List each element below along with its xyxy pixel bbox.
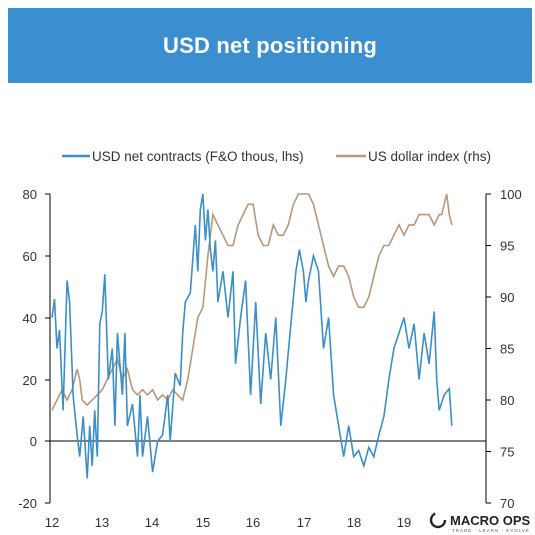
legend-label-dollar-index: US dollar index (rhs): [368, 149, 491, 164]
y-right-tick-0: 100: [500, 187, 522, 202]
x-tick-0: 12: [45, 515, 59, 530]
y-left-tick-3: 20: [23, 373, 37, 388]
logo-name: MACRO OPS: [450, 513, 531, 528]
y-right-tick-4: 80: [500, 393, 514, 408]
y-left-tick-1: 60: [23, 249, 37, 264]
y-right-ticks: 100 95 90 85 80 75 70: [486, 187, 522, 511]
x-tick-1: 13: [95, 515, 109, 530]
y-left-tick-2: 40: [23, 311, 37, 326]
y-left-tick-0: 80: [23, 187, 37, 202]
x-tick-7: 19: [397, 515, 411, 530]
y-right-tick-1: 95: [500, 239, 514, 254]
x-ticks: 12 13 14 15 16 17 18 19: [45, 515, 411, 530]
x-tick-3: 15: [196, 515, 210, 530]
logo-tagline: TRADE · LEARN · EVOLVE: [452, 528, 530, 533]
chart-title: USD net positioning: [162, 32, 377, 58]
x-tick-2: 14: [145, 515, 159, 530]
y-right-tick-3: 85: [500, 342, 514, 357]
x-tick-4: 16: [246, 515, 260, 530]
y-right-tick-5: 75: [500, 445, 514, 460]
logo-ring-icon: [429, 511, 447, 529]
macro-ops-logo: MACRO OPS TRADE · LEARN · EVOLVE: [429, 511, 531, 533]
y-right-tick-2: 90: [500, 290, 514, 305]
series-line-contracts: [51, 193, 453, 479]
x-tick-5: 17: [297, 515, 311, 530]
legend-label-contracts: USD net contracts (F&O thous, lhs): [92, 149, 304, 164]
legend: USD net contracts (F&O thous, lhs) US do…: [62, 149, 491, 164]
y-left-tick-5: -20: [18, 496, 37, 511]
x-tick-6: 18: [347, 515, 361, 530]
y-right-tick-6: 70: [500, 496, 514, 511]
y-left-ticks: 80 60 40 20 0 -20: [18, 187, 50, 511]
y-left-tick-4: 0: [30, 434, 37, 449]
title-banner: USD net positioning: [8, 8, 532, 83]
